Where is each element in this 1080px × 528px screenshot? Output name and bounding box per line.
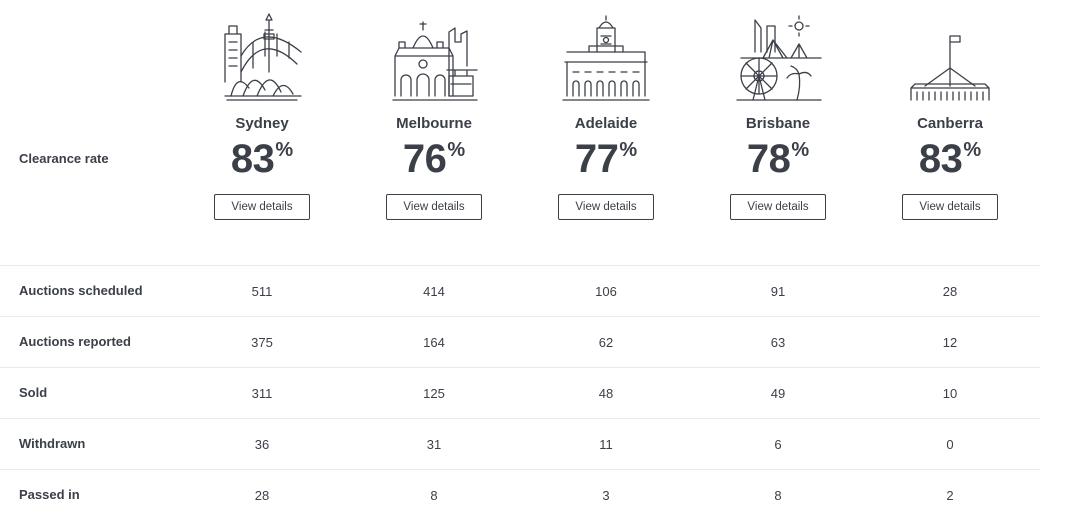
table-cell: 49 <box>770 386 786 401</box>
table-cell: 91 <box>770 284 786 299</box>
city-name: Brisbane <box>745 115 811 132</box>
city-name: Adelaide <box>574 115 638 132</box>
clearance-rate-value: 83 % <box>231 137 293 181</box>
table-row-auctions-reported: Auctions reported 375 164 62 63 12 <box>0 316 1040 367</box>
table-cell: 62 <box>598 335 614 350</box>
brisbane-skyline-icon <box>736 15 822 101</box>
rate-number: 83 <box>230 137 275 181</box>
canberra-skyline-icon <box>910 35 990 101</box>
percent-sign: % <box>447 139 466 161</box>
row-label: Sold <box>19 385 48 400</box>
table-cell: 414 <box>423 284 445 299</box>
table-cell: 63 <box>770 335 786 350</box>
view-details-button-sydney[interactable]: View details <box>214 194 310 220</box>
table-cell: 31 <box>426 437 442 452</box>
table-cell: 106 <box>595 284 617 299</box>
table-row-withdrawn: Withdrawn 36 31 11 6 0 <box>0 418 1040 469</box>
table-cell: 2 <box>946 488 954 503</box>
city-column-sydney: Sydney 83 % View details <box>176 12 348 220</box>
percent-sign: % <box>791 139 810 161</box>
table-cell: 311 <box>251 386 273 401</box>
percent-sign: % <box>275 139 294 161</box>
table-cell: 48 <box>598 386 614 401</box>
table-cell: 28 <box>254 488 270 503</box>
city-name: Canberra <box>917 115 983 132</box>
table-cell: 28 <box>942 284 958 299</box>
row-label: Withdrawn <box>19 436 86 451</box>
rate-number: 77 <box>574 137 619 181</box>
city-name: Melbourne <box>396 115 472 132</box>
city-column-adelaide: Adelaide 77 % View details <box>520 12 692 220</box>
row-label: Auctions scheduled <box>19 283 143 298</box>
table-cell: 36 <box>254 437 270 452</box>
view-details-button-brisbane[interactable]: View details <box>730 194 826 220</box>
clearance-rate-value: 83 % <box>919 137 981 181</box>
view-details-button-adelaide[interactable]: View details <box>558 194 654 220</box>
city-column-melbourne: Melbourne 76 % View details <box>348 12 520 220</box>
percent-sign: % <box>619 139 638 161</box>
table-row-auctions-scheduled: Auctions scheduled 511 414 106 91 28 <box>0 265 1040 316</box>
view-details-button-melbourne[interactable]: View details <box>386 194 482 220</box>
city-column-brisbane: Brisbane 78 % View details <box>692 12 864 220</box>
table-cell: 12 <box>942 335 958 350</box>
percent-sign: % <box>963 139 982 161</box>
row-label: Auctions reported <box>19 334 131 349</box>
table-cell: 511 <box>251 284 273 299</box>
clearance-rate-value: 77 % <box>575 137 637 181</box>
rate-number: 83 <box>918 137 963 181</box>
auction-stats-table: Auctions scheduled 511 414 106 91 28 Auc… <box>0 265 1040 520</box>
melbourne-skyline-icon <box>392 21 478 101</box>
rate-number: 78 <box>746 137 791 181</box>
table-cell: 375 <box>251 335 273 350</box>
sydney-skyline-icon <box>224 13 302 101</box>
table-row-sold: Sold 311 125 48 49 10 <box>0 367 1040 418</box>
rate-number: 76 <box>402 137 447 181</box>
adelaide-skyline-icon <box>562 15 650 101</box>
table-cell: 11 <box>599 437 613 452</box>
city-name: Sydney <box>235 115 289 132</box>
table-cell: 3 <box>602 488 610 503</box>
clearance-rate-value: 76 % <box>403 137 465 181</box>
table-cell: 8 <box>774 488 782 503</box>
table-row-passed-in: Passed in 28 8 3 8 2 <box>0 469 1040 520</box>
table-cell: 8 <box>430 488 438 503</box>
clearance-rate-value: 78 % <box>747 137 809 181</box>
city-column-canberra: Canberra 83 % View details <box>864 12 1036 220</box>
view-details-button-canberra[interactable]: View details <box>902 194 998 220</box>
table-cell: 10 <box>942 386 958 401</box>
table-cell: 6 <box>774 437 782 452</box>
table-cell: 125 <box>423 386 445 401</box>
table-cell: 164 <box>423 335 445 350</box>
table-cell: 0 <box>946 437 954 452</box>
row-label: Passed in <box>19 487 80 502</box>
clearance-rate-label: Clearance rate <box>19 151 109 166</box>
